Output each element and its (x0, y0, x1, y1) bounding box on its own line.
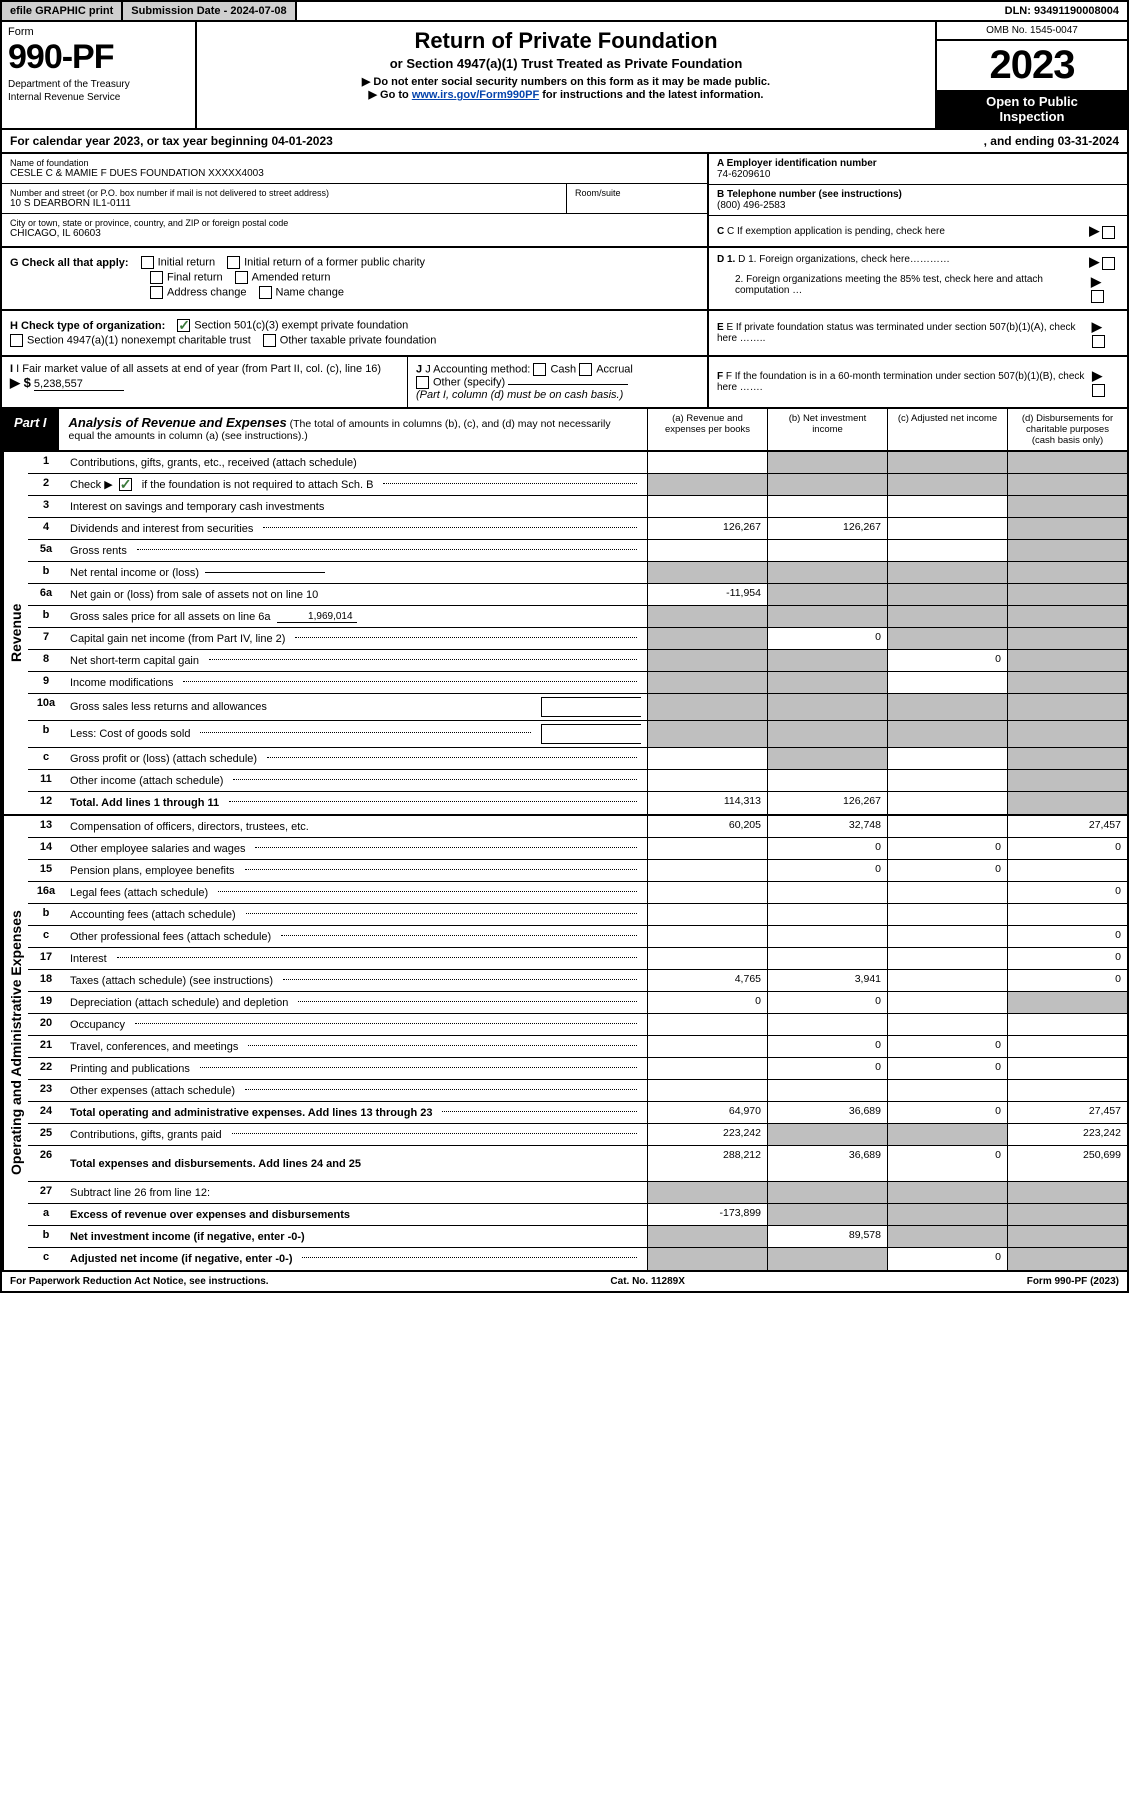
street-address: 10 S DEARBORN IL1-0111 (10, 198, 558, 209)
checkbox-accrual[interactable] (579, 363, 592, 376)
phone-value: (800) 496-2583 (717, 200, 1119, 211)
ssn-warning: ▶ Do not enter social security numbers o… (207, 75, 925, 88)
f-label: F F If the foundation is in a 60-month t… (717, 371, 1092, 393)
foundation-name: CESLE C & MAMIE F DUES FOUNDATION XXXXX4… (10, 168, 699, 179)
checkbox-e[interactable] (1092, 335, 1105, 348)
addr-label: Number and street (or P.O. box number if… (10, 188, 558, 198)
page-footer: For Paperwork Reduction Act Notice, see … (0, 1272, 1129, 1293)
checkbox-amended[interactable] (235, 271, 248, 284)
checkbox-d1[interactable] (1102, 257, 1115, 270)
ein-label: A Employer identification number (717, 158, 877, 169)
paperwork-notice: For Paperwork Reduction Act Notice, see … (10, 1276, 269, 1287)
checkbox-f[interactable] (1092, 384, 1105, 397)
irs-label: Internal Revenue Service (8, 92, 189, 103)
col-d-hdr: (d) Disbursements for charitable purpose… (1007, 409, 1127, 450)
room-label: Room/suite (575, 188, 699, 198)
section-h-e: H Check type of organization: Section 50… (0, 311, 1129, 357)
cat-no: Cat. No. 11289X (610, 1276, 684, 1287)
form-word: Form (8, 26, 189, 38)
fmv-label: I Fair market value of all assets at end… (16, 363, 381, 375)
omb-number: OMB No. 1545-0047 (937, 22, 1127, 41)
revenue-table: Revenue 1Contributions, gifts, grants, e… (0, 452, 1129, 816)
checkbox-4947[interactable] (10, 334, 23, 347)
dept-treasury: Department of the Treasury (8, 79, 189, 90)
form-ref: Form 990-PF (2023) (1027, 1276, 1119, 1287)
city-label: City or town, state or province, country… (10, 218, 699, 228)
checkbox-c[interactable] (1102, 226, 1115, 239)
open-public: Open to PublicInspection (937, 90, 1127, 128)
d1-label: D 1. D 1. Foreign organizations, check h… (717, 254, 950, 270)
expenses-side-label: Operating and Administrative Expenses (2, 816, 28, 1270)
part1-tag: Part I (2, 409, 59, 450)
efile-label[interactable]: efile GRAPHIC print (2, 2, 123, 20)
form-title: Return of Private Foundation (207, 28, 925, 54)
part1-header: Part I Analysis of Revenue and Expenses … (0, 409, 1129, 452)
col-b-hdr: (b) Net investment income (767, 409, 887, 450)
checkbox-d2[interactable] (1091, 290, 1104, 303)
tax-year: 2023 (937, 41, 1127, 90)
checkbox-other-taxable[interactable] (263, 334, 276, 347)
d2-label: 2. Foreign organizations meeting the 85%… (717, 274, 1091, 303)
entity-info: Name of foundation CESLE C & MAMIE F DUE… (0, 154, 1129, 248)
checkbox-name-change[interactable] (259, 286, 272, 299)
fmv-value: 5,238,557 (34, 378, 124, 391)
checkbox-other-method[interactable] (416, 376, 429, 389)
line10b-box (541, 724, 641, 744)
irs-link[interactable]: www.irs.gov/Form990PF (412, 89, 539, 101)
form-header: Form 990-PF Department of the Treasury I… (0, 22, 1129, 130)
ein-value: 74-6209610 (717, 169, 1119, 180)
submission-date: Submission Date - 2024-07-08 (123, 2, 296, 20)
checkbox-final[interactable] (150, 271, 163, 284)
g-label: G Check all that apply: (10, 257, 129, 269)
top-bar: efile GRAPHIC print Submission Date - 20… (0, 0, 1129, 22)
checkbox-addr-change[interactable] (150, 286, 163, 299)
calendar-year-row: For calendar year 2023, or tax year begi… (0, 130, 1129, 154)
name-label: Name of foundation (10, 158, 699, 168)
form-subtitle: or Section 4947(a)(1) Trust Treated as P… (207, 56, 925, 71)
phone-label: B Telephone number (see instructions) (717, 189, 902, 200)
checkbox-initial[interactable] (141, 256, 154, 269)
checkbox-cash[interactable] (533, 363, 546, 376)
form-number: 990-PF (8, 38, 189, 77)
col-c-hdr: (c) Adjusted net income (887, 409, 1007, 450)
line10a-box (541, 697, 641, 717)
expenses-table: Operating and Administrative Expenses 13… (0, 816, 1129, 1272)
checkbox-initial-former[interactable] (227, 256, 240, 269)
revenue-side-label: Revenue (2, 452, 28, 814)
goto-line: ▶ Go to www.irs.gov/Form990PF for instru… (207, 88, 925, 101)
line6b-value: 1,969,014 (277, 611, 357, 623)
col-a-hdr: (a) Revenue and expenses per books (647, 409, 767, 450)
exemption-pending-label: C C If exemption application is pending,… (717, 226, 945, 237)
section-ijf: I I Fair market value of all assets at e… (0, 357, 1129, 409)
checkbox-sch-b[interactable] (119, 478, 132, 491)
h-label: H Check type of organization: (10, 320, 165, 332)
section-g-d: G Check all that apply: Initial return I… (0, 248, 1129, 311)
checkbox-501c3[interactable] (177, 319, 190, 332)
city-state-zip: CHICAGO, IL 60603 (10, 228, 699, 239)
dln: DLN: 93491190008004 (997, 2, 1127, 20)
e-label: E E If private foundation status was ter… (717, 322, 1092, 344)
cash-basis-note: (Part I, column (d) must be on cash basi… (416, 389, 623, 401)
